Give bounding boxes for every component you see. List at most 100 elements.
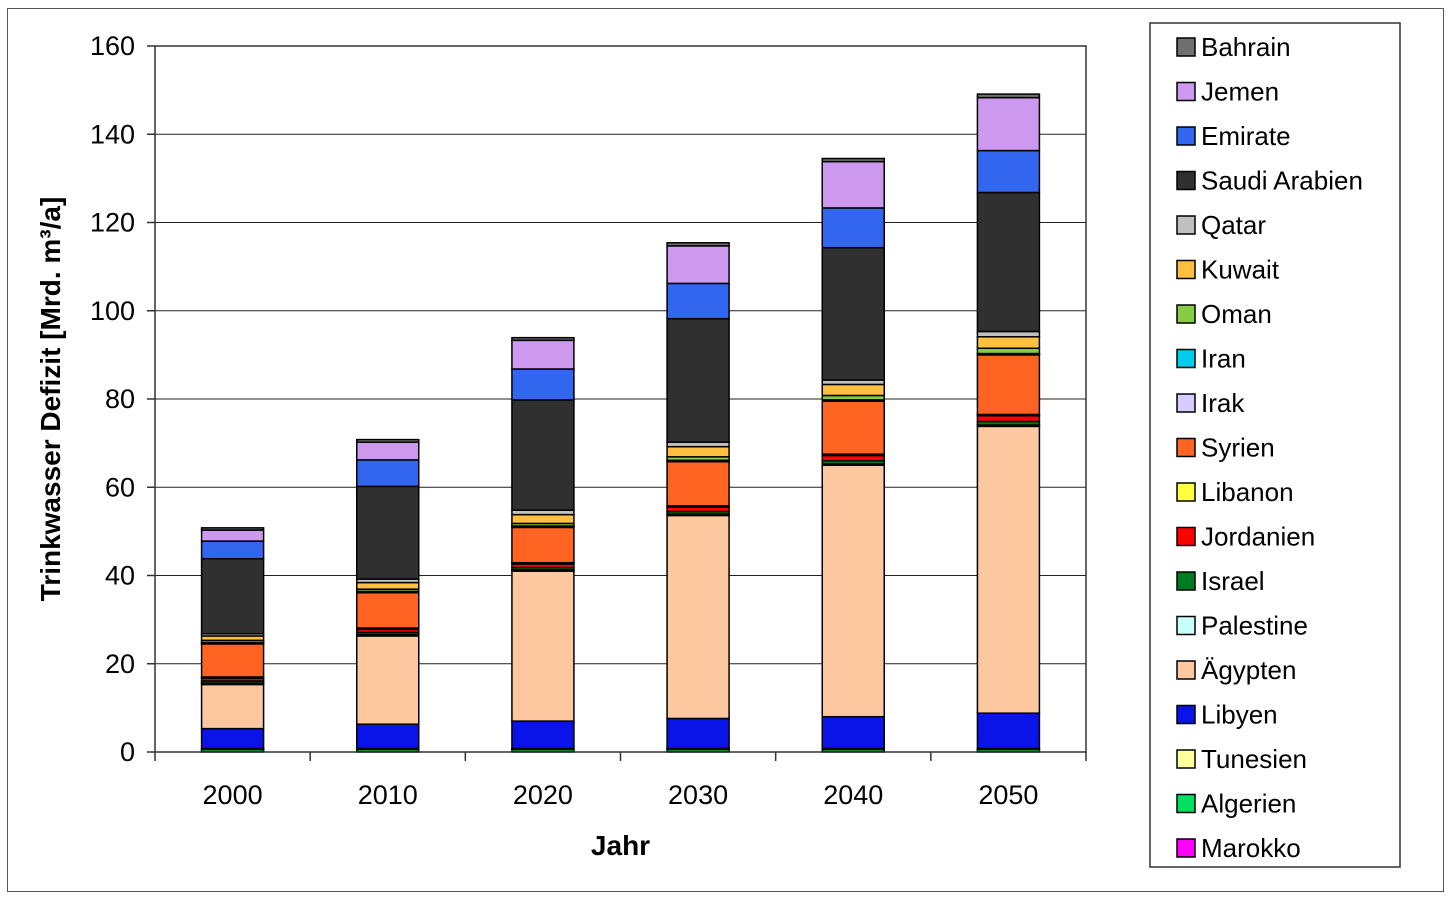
legend-label: Jordanien xyxy=(1201,522,1315,552)
legend-swatch xyxy=(1176,170,1196,191)
bar-segment xyxy=(356,441,420,461)
x-tick-label: 2050 xyxy=(978,780,1038,810)
bar-segment xyxy=(666,317,730,443)
legend-swatch xyxy=(1176,615,1196,636)
legend-label: Qatar xyxy=(1201,210,1266,240)
bar-segment xyxy=(821,207,885,249)
grid-lines xyxy=(155,45,1086,665)
bar-segment xyxy=(821,464,885,718)
legend-label: Irak xyxy=(1201,388,1245,418)
y-tick-label: 40 xyxy=(105,561,135,591)
legend-label: Libyen xyxy=(1201,700,1278,730)
legend-swatch xyxy=(1176,437,1196,458)
legend-swatch xyxy=(1176,571,1196,591)
bar-segment xyxy=(511,720,575,750)
bar-segment xyxy=(976,425,1041,714)
x-tick-label: 2030 xyxy=(668,780,728,810)
legend-label: Kuwait xyxy=(1201,255,1280,285)
legend-swatch xyxy=(1176,393,1196,413)
y-tick-label: 100 xyxy=(90,296,135,326)
legend-swatch xyxy=(1176,793,1196,814)
bar-segment xyxy=(976,330,1041,338)
legend-swatch xyxy=(1176,526,1196,547)
bar-segment xyxy=(976,96,1041,152)
legend-label: Saudi Arabien xyxy=(1201,166,1363,196)
legend-label: Algerien xyxy=(1201,789,1296,819)
bar-segment xyxy=(356,459,420,488)
bar-segment xyxy=(976,336,1041,350)
legend-label: Syrien xyxy=(1201,433,1275,463)
y-axis-title: Trinkwasser Defizit [Mrd. m³/a] xyxy=(35,197,66,602)
y-axis-ticks: 0 20 40 60 80 100 120 140 160 xyxy=(90,31,155,767)
bar-segment xyxy=(511,336,575,342)
legend: Bahrain Jemen Emirate Saudi Arabien Qatar Kuw… xyxy=(1149,22,1401,868)
bar-segment xyxy=(200,643,265,678)
bar-segment xyxy=(511,339,575,370)
bar-segment xyxy=(511,368,575,401)
bar-segment xyxy=(356,591,420,629)
bar-segment xyxy=(976,191,1041,333)
bar-segment xyxy=(976,354,1041,416)
bar-segment xyxy=(200,540,265,560)
chart-frame xyxy=(7,8,1444,892)
legend-label: Bahrain xyxy=(1201,32,1291,62)
bar-segment xyxy=(821,454,885,462)
bar-segment xyxy=(356,438,420,443)
y-tick-label: 140 xyxy=(90,119,135,149)
legend-swatch xyxy=(1176,660,1196,680)
bar-segment xyxy=(356,485,420,580)
x-axis-ticks: 2000 2010 2020 2030 2040 2050 xyxy=(154,752,1087,810)
bar-segment xyxy=(821,383,885,397)
bar-segment xyxy=(976,712,1041,750)
bar-segment xyxy=(666,514,730,720)
legend-label: Libanon xyxy=(1201,477,1294,507)
bar-segment xyxy=(821,400,885,455)
legend-label: Emirate xyxy=(1201,121,1291,151)
x-tick-label: 2020 xyxy=(513,780,573,810)
bar-segment xyxy=(976,149,1041,194)
bar-segment xyxy=(200,529,265,542)
legend-label: Israel xyxy=(1201,566,1265,596)
bar-segment xyxy=(976,347,1041,355)
bar-segment xyxy=(976,93,1041,99)
y-tick-label: 120 xyxy=(90,208,135,238)
bar-segment xyxy=(200,727,265,750)
y-tick-label: 60 xyxy=(105,472,135,502)
bar-segment xyxy=(356,723,420,750)
bar-segment xyxy=(666,460,730,507)
y-tick-label: 0 xyxy=(120,737,135,767)
legend-label: Jemen xyxy=(1201,77,1279,107)
bar-segment xyxy=(511,399,575,511)
legend-swatch xyxy=(1176,749,1196,769)
legend-label: Iran xyxy=(1201,344,1246,374)
bar-segment xyxy=(200,683,265,730)
legend-label: Ägypten xyxy=(1201,655,1296,685)
y-tick-label: 160 xyxy=(90,31,135,61)
legend-label: Palestine xyxy=(1201,611,1308,641)
legend-label: Tunesien xyxy=(1201,744,1307,774)
bar-segment xyxy=(666,445,730,458)
legend-label: Oman xyxy=(1201,299,1272,329)
bar-segment xyxy=(666,242,730,247)
bars-group xyxy=(200,93,1041,753)
legend-swatch xyxy=(1176,126,1196,146)
x-tick-label: 2010 xyxy=(358,780,418,810)
bar-segment xyxy=(821,157,885,163)
bar-segment xyxy=(821,715,885,750)
bar-segment xyxy=(511,513,575,525)
bar-segment xyxy=(356,581,420,590)
legend-swatch xyxy=(1176,704,1196,725)
bar-segment xyxy=(200,527,265,531)
legend-swatch xyxy=(1176,348,1196,369)
bar-segment xyxy=(666,245,730,285)
bar-segment xyxy=(666,717,730,750)
bar-segment xyxy=(200,557,265,635)
legend-label: Marokko xyxy=(1201,833,1301,863)
bar-segment xyxy=(976,415,1041,423)
legend-swatch xyxy=(1176,81,1196,102)
bar-segment xyxy=(511,526,575,564)
bar-segment xyxy=(821,246,885,381)
legend-swatch xyxy=(1176,838,1196,858)
bar-segment xyxy=(666,282,730,320)
